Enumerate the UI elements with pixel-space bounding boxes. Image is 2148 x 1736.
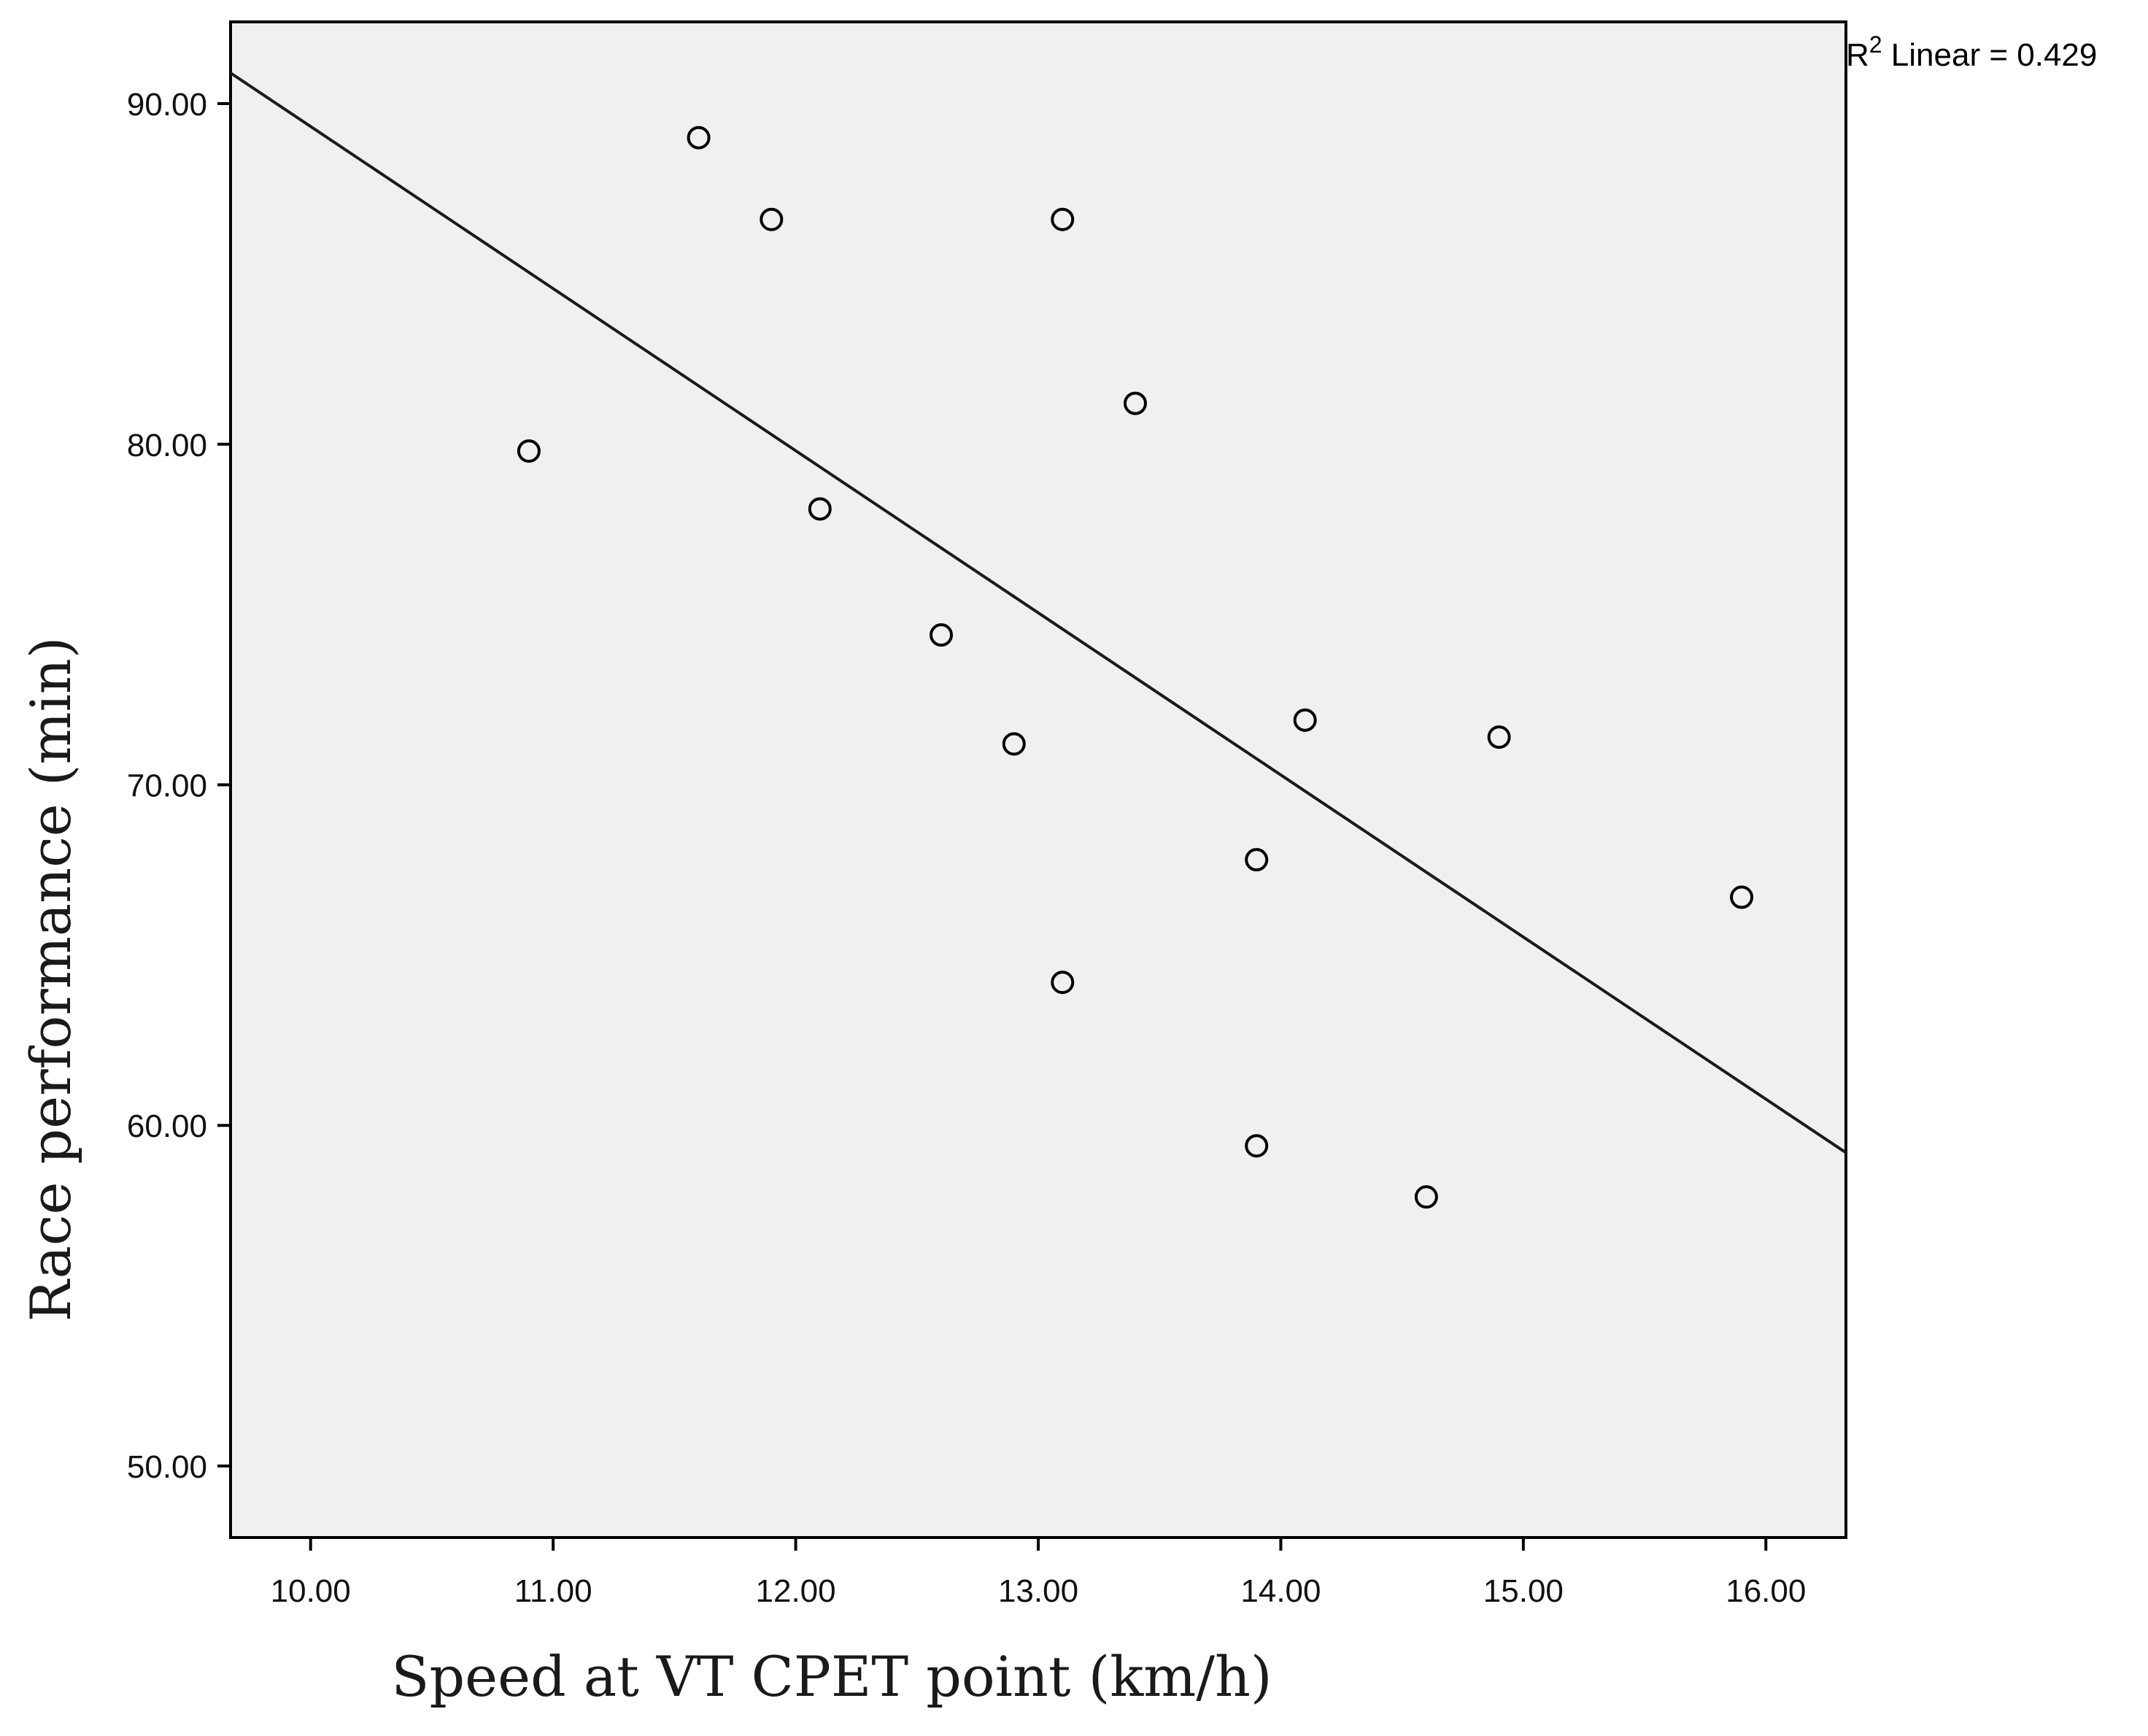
x-tick-label: 16.00 [1726,1573,1806,1609]
data-point [760,207,784,231]
data-point [1051,207,1075,231]
x-tick-label: 10.00 [271,1573,351,1609]
axis-layer [217,102,1768,1551]
data-point [1414,1185,1438,1209]
r-squared-suffix: Linear = 0.429 [1882,37,2098,73]
data-point [930,623,954,647]
x-tick-label: 14.00 [1240,1573,1321,1609]
r-squared-prefix: R [1846,37,1869,73]
data-point [1051,971,1075,995]
y-tick-label: 50.00 [127,1449,207,1485]
plot-area [229,20,1847,1539]
x-tick-label: 15.00 [1483,1573,1564,1609]
x-tick-label: 12.00 [756,1573,836,1609]
y-axis-title: Race performance (min) [18,637,83,1322]
r-squared-superscript: 2 [1869,31,1882,58]
x-tick-label: 13.00 [998,1573,1078,1609]
data-point [808,497,832,521]
linear-fit-line [229,72,1847,1154]
data-point [1730,885,1754,909]
data-point [1293,708,1317,732]
r-squared-annotation: R2 Linear = 0.429 [1846,31,2097,73]
data-point [1245,1134,1269,1158]
x-tick-label: 11.00 [514,1573,592,1609]
y-tick-label: 80.00 [127,428,207,463]
data-point [1245,848,1269,872]
data-point [1002,732,1026,756]
x-axis-title: Speed at VT CPET point (km/h) [391,1644,1272,1709]
y-tick-label: 90.00 [127,87,207,123]
label-layer: 10.00 11.00 12.00 13.00 14.00 15.00 16.00 50.00… [127,87,1806,1609]
y-tick-label: 60.00 [127,1108,207,1144]
data-point [1123,391,1147,415]
data-point [517,439,541,463]
data-point [687,126,711,150]
data-point [1487,725,1511,749]
fit-line-layer [229,72,1847,1154]
points-layer [517,126,1754,1209]
y-tick-label: 70.00 [127,768,207,804]
